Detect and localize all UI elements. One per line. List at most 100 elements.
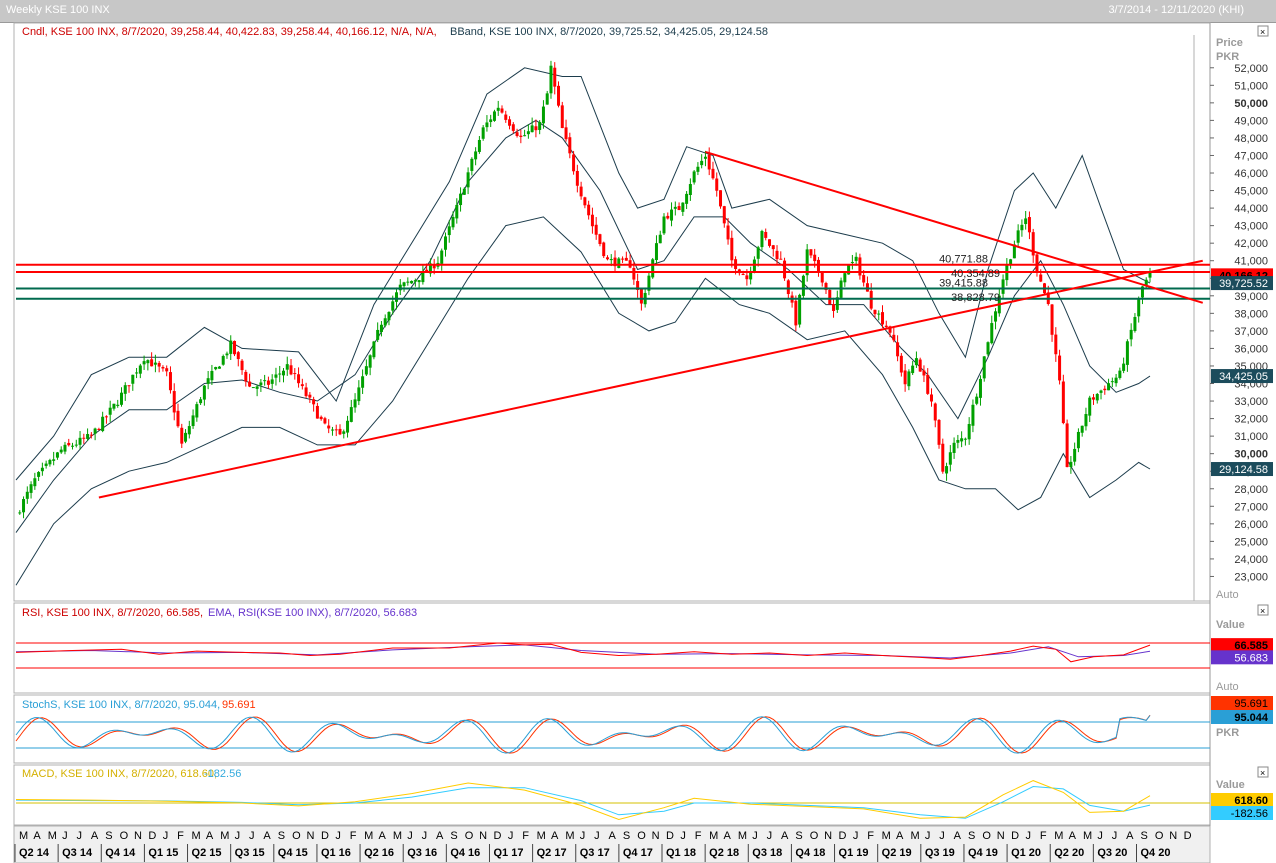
x-month-label: N	[1169, 830, 1177, 842]
x-month-label: F	[1040, 830, 1047, 842]
stoch-d-flag-bg	[1211, 696, 1273, 710]
y-tick-label: 38,000	[1234, 308, 1268, 320]
candle-down	[157, 362, 161, 367]
macd-flag-bg	[1211, 793, 1273, 807]
candle-up	[391, 301, 395, 311]
candle-up	[658, 234, 662, 244]
candle-down	[172, 391, 176, 413]
price-panel[interactable]	[13, 22, 1211, 602]
candle-down	[873, 309, 877, 315]
x-month-label: J	[1112, 830, 1118, 842]
svg-text:×: ×	[1260, 27, 1265, 37]
candle-up	[368, 355, 372, 368]
candle-up	[1073, 448, 1077, 462]
candle-down	[127, 385, 131, 387]
candle-up	[440, 250, 444, 264]
rsi-auto-label[interactable]: Auto	[1216, 681, 1239, 693]
rsi-panel[interactable]	[13, 602, 1211, 694]
x-month-label: A	[896, 830, 904, 842]
candle-down	[293, 373, 297, 375]
x-month-label: D	[839, 830, 847, 842]
candle-up	[22, 499, 26, 513]
x-month-label: S	[105, 830, 112, 842]
x-month-label: A	[609, 830, 617, 842]
x-month-label: O	[120, 830, 129, 842]
stoch-d-line	[15, 714, 1151, 754]
price-close-button[interactable]: ×	[1257, 25, 1269, 37]
macd-signal-flag: -182.56	[1231, 808, 1268, 820]
candle-up	[74, 444, 78, 446]
candle-up	[263, 380, 267, 382]
x-month-label: J	[422, 830, 428, 842]
x-month-label: O	[1155, 830, 1164, 842]
candle-up	[451, 216, 455, 228]
x-month-label: J	[62, 830, 68, 842]
date-range: 3/7/2014 - 12/11/2020 (KHI)	[1108, 4, 1244, 16]
candle-up	[406, 281, 410, 283]
macd-flag: 618.60	[1234, 795, 1268, 807]
candle-up	[466, 172, 470, 188]
candle-up	[443, 236, 447, 250]
candle-up	[1110, 381, 1114, 383]
candle-up	[199, 399, 203, 404]
candle-down	[783, 260, 787, 279]
candle-up	[217, 366, 221, 369]
candle-up	[971, 404, 975, 426]
x-quarter-label: Q3 19	[925, 847, 955, 859]
candle-up	[225, 353, 229, 356]
candle-down	[613, 257, 617, 267]
price-auto-label[interactable]: Auto	[1216, 589, 1239, 601]
horizontal-level-label: 38,828.79	[951, 292, 1000, 304]
x-quarter-label: Q3 17	[580, 847, 610, 859]
candle-up	[960, 438, 964, 442]
bb-mid-flag-bg	[1211, 369, 1273, 384]
y-tick-label: 39,000	[1234, 291, 1268, 303]
candle-down	[1050, 304, 1054, 335]
candle-down	[334, 429, 338, 431]
x-month-label: D	[666, 830, 674, 842]
rsi-legend: RSI, KSE 100 INX, 8/7/2020, 66.585,	[22, 607, 203, 619]
x-month-label: N	[824, 830, 832, 842]
x-month-label: S	[968, 830, 975, 842]
candle-up	[119, 392, 123, 405]
candle-down	[707, 154, 711, 170]
y-tick-label: 23,000	[1234, 571, 1268, 583]
candle-up	[342, 431, 346, 434]
candle-down	[888, 326, 892, 333]
candle-down	[180, 427, 184, 444]
trendline	[705, 151, 1204, 304]
x-month-label: S	[278, 830, 285, 842]
x-month-label: J	[594, 830, 600, 842]
candle-down	[1031, 232, 1035, 256]
stoch-panel[interactable]	[13, 694, 1211, 764]
macd-panel[interactable]	[13, 764, 1211, 826]
x-month-label: S	[450, 830, 457, 842]
candle-up	[195, 404, 199, 418]
macd-signal-flag-bg	[1211, 806, 1273, 820]
candle-up	[78, 437, 82, 445]
candle-up	[1099, 390, 1103, 393]
candle-down	[639, 289, 643, 304]
candle-down	[941, 443, 945, 472]
y-tick-label: 24,000	[1234, 554, 1268, 566]
candle-up	[116, 404, 120, 406]
marker-layer: 40,166.1239,725.5234,425.0529,124.5866.5…	[1211, 268, 1273, 820]
candle-down	[300, 384, 304, 387]
candle-up	[33, 478, 37, 487]
candle-up	[1009, 259, 1013, 265]
candle-up	[44, 463, 48, 466]
x-month-label: O	[810, 830, 819, 842]
candle-down	[511, 124, 515, 131]
bb-upper-line	[15, 67, 1151, 481]
rsi-ema-flag: 56.683	[1234, 652, 1268, 664]
candle-up	[372, 341, 376, 358]
candle-down	[244, 371, 248, 382]
candle-up	[760, 231, 764, 248]
candle-up	[29, 484, 33, 493]
candle-up	[492, 111, 496, 121]
macd-close-button[interactable]: ×	[1257, 766, 1269, 778]
candle-down	[903, 370, 907, 385]
rsi-close-button[interactable]: ×	[1257, 604, 1269, 616]
candle-up	[670, 209, 674, 221]
